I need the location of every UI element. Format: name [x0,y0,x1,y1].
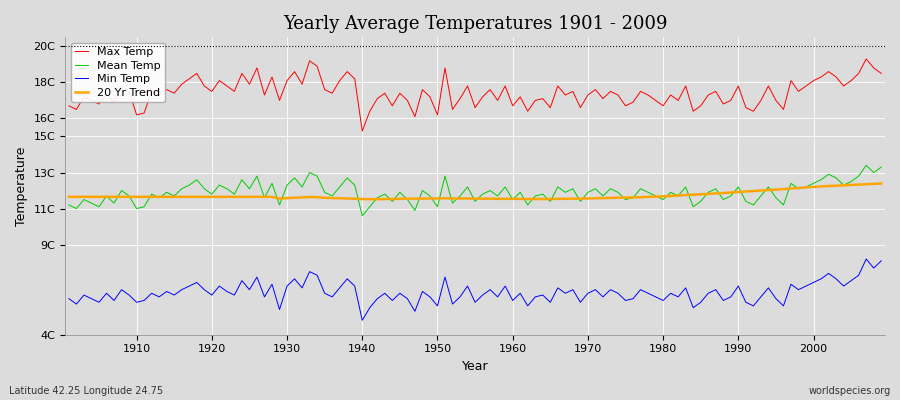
Legend: Max Temp, Mean Temp, Min Temp, 20 Yr Trend: Max Temp, Mean Temp, Min Temp, 20 Yr Tre… [71,43,166,102]
Min Temp [64,296,75,301]
20 Yr Trend [334,196,345,201]
Line: 20 Yr Trend: 20 Yr Trend [69,184,881,199]
20 Yr Trend [515,196,526,201]
20 Yr Trend [605,196,616,200]
Min Temp [289,276,300,281]
Min Temp [605,287,616,292]
Min Temp [334,286,345,290]
Mean Temp [508,197,518,202]
Text: Latitude 42.25 Longitude 24.75: Latitude 42.25 Longitude 24.75 [9,386,163,396]
Max Temp [860,56,871,61]
Max Temp [357,129,368,134]
Mean Temp [334,184,345,189]
Mean Temp [64,202,75,207]
Y-axis label: Temperature: Temperature [15,146,28,226]
Max Temp [289,69,300,74]
20 Yr Trend [876,181,886,186]
Max Temp [876,71,886,76]
Line: Min Temp: Min Temp [69,259,881,320]
Mean Temp [357,213,368,218]
Min Temp [508,298,518,303]
Max Temp [515,94,526,99]
20 Yr Trend [364,197,375,202]
Min Temp [860,257,871,262]
20 Yr Trend [123,194,134,199]
Min Temp [876,258,886,263]
Mean Temp [289,176,300,180]
X-axis label: Year: Year [462,360,489,373]
Max Temp [123,89,134,94]
Max Temp [605,89,616,94]
Min Temp [123,293,134,298]
Mean Temp [876,165,886,170]
Title: Yearly Average Temperatures 1901 - 2009: Yearly Average Temperatures 1901 - 2009 [283,15,667,33]
Line: Max Temp: Max Temp [69,59,881,131]
Mean Temp [123,194,134,198]
Text: worldspecies.org: worldspecies.org [809,386,891,396]
Max Temp [508,104,518,108]
Mean Temp [515,190,526,195]
20 Yr Trend [64,194,75,199]
Min Temp [357,318,368,323]
Mean Temp [860,163,871,168]
Mean Temp [605,186,616,191]
Max Temp [64,104,75,108]
Line: Mean Temp: Mean Temp [69,165,881,216]
Min Temp [515,291,526,296]
20 Yr Trend [508,196,518,201]
20 Yr Trend [289,195,300,200]
Max Temp [334,78,345,83]
